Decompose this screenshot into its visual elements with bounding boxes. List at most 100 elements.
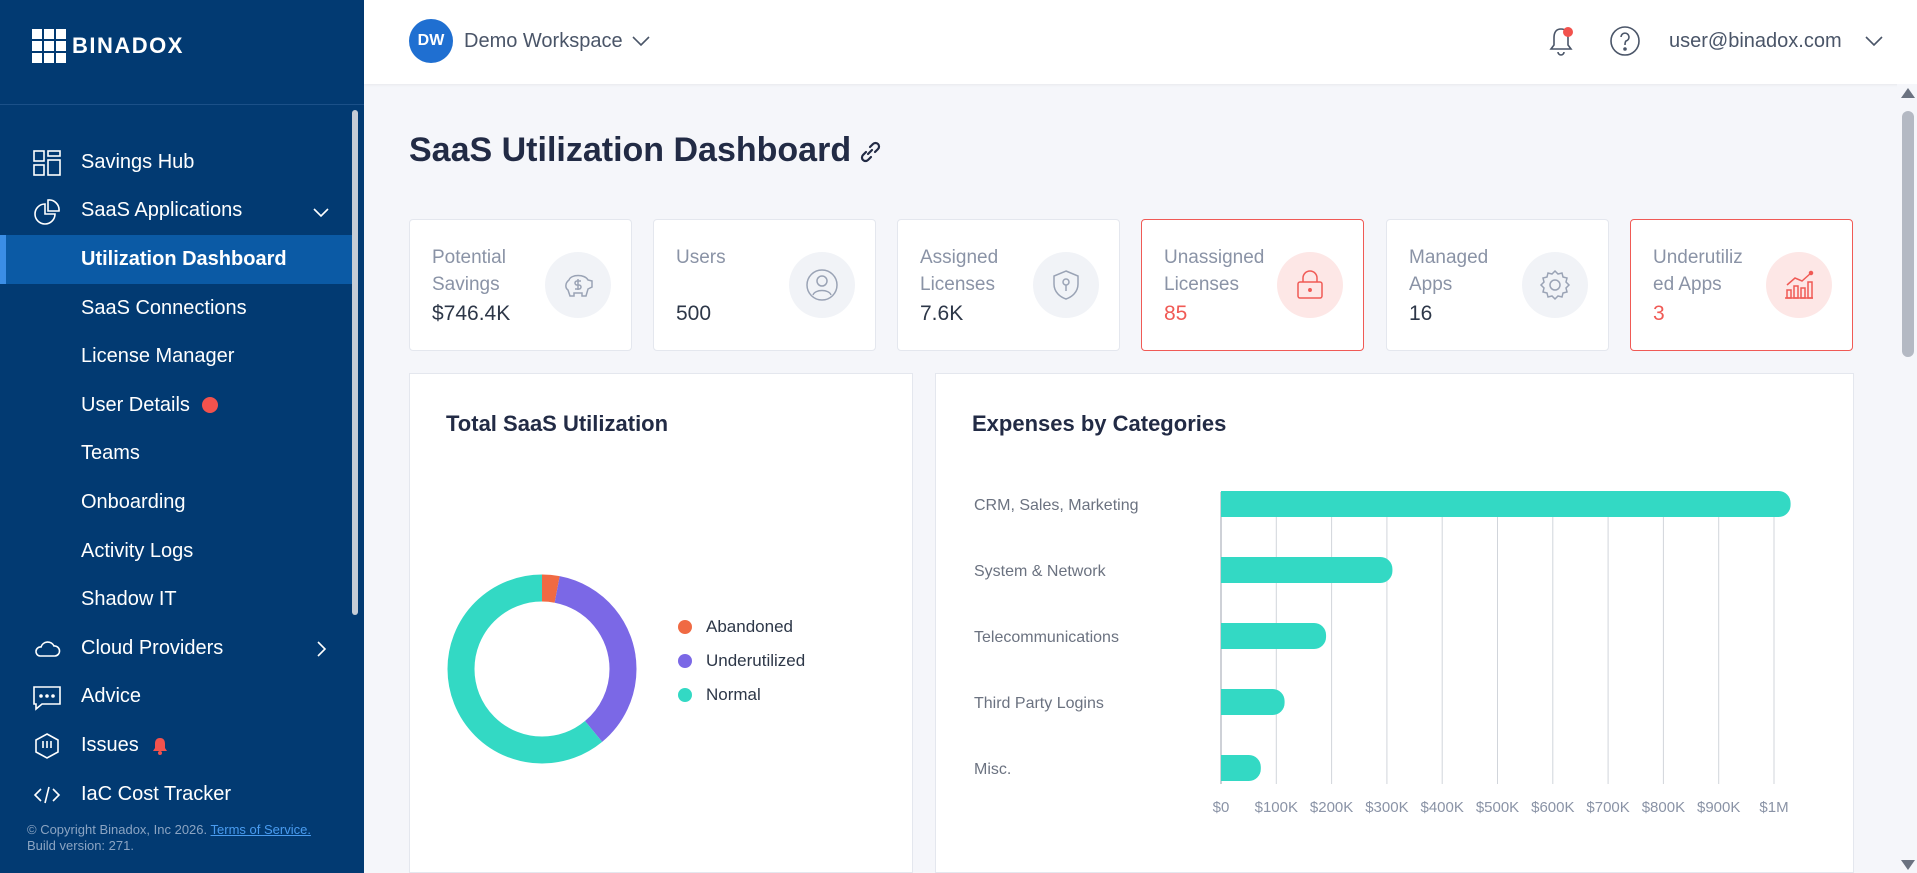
stat-title: Assigned Licenses xyxy=(920,247,999,295)
stat-card-managed-apps[interactable]: Managed Apps 16 xyxy=(1386,219,1609,351)
sidebar-item-label: Savings Hub xyxy=(81,150,195,173)
chevron-down-icon[interactable] xyxy=(312,203,330,221)
sidebar-scrollbar[interactable] xyxy=(352,110,358,615)
sidebar-item-issues[interactable]: Issues xyxy=(0,721,352,770)
x-tick-label: $700K xyxy=(1586,799,1629,816)
expense-bar-base xyxy=(1221,557,1233,583)
stat-icon-wrap xyxy=(545,252,611,318)
legend-label: Normal xyxy=(706,685,761,704)
gear-icon xyxy=(1539,269,1571,301)
stat-icon-wrap xyxy=(1277,252,1343,318)
user-email[interactable]: user@binadox.com xyxy=(1669,30,1842,52)
sidebar-item-saas-connections[interactable]: SaaS Connections xyxy=(0,284,352,333)
utilization-donut-chart xyxy=(447,574,637,764)
stat-icon-wrap xyxy=(1766,252,1832,318)
help-icon[interactable] xyxy=(1608,24,1642,58)
legend-item-normal[interactable]: Normal xyxy=(678,678,805,712)
sidebar-item-label: Issues xyxy=(81,733,139,756)
stat-title: Underutilized Apps xyxy=(1653,247,1743,295)
donut-slice-underutilized[interactable] xyxy=(447,574,637,764)
legend-label: Abandoned xyxy=(706,617,793,636)
stat-title: Managed Apps xyxy=(1409,247,1489,295)
expense-bar-base xyxy=(1221,491,1233,517)
sidebar-divider xyxy=(0,104,364,105)
x-tick-label: $900K xyxy=(1697,799,1740,816)
chevron-down-icon[interactable] xyxy=(1863,32,1885,50)
binadox-logo[interactable]: BINADOX xyxy=(32,28,184,64)
sidebar-item-saas-applications[interactable]: SaaS Applications xyxy=(0,187,352,236)
sidebar-item-advice[interactable]: Advice xyxy=(0,673,352,722)
sidebar-item-label-wrap: User Details xyxy=(81,394,218,417)
legend-dot xyxy=(678,688,692,702)
scroll-down-arrow[interactable] xyxy=(1901,860,1915,870)
legend-item-underutilized[interactable]: Underutilized xyxy=(678,644,805,678)
legend-dot xyxy=(678,654,692,668)
workspace-avatar[interactable]: DW xyxy=(409,19,453,63)
logo-grid-icon xyxy=(32,29,66,63)
sidebar-footer: © Copyright Binadox, Inc 2026. Terms of … xyxy=(27,822,311,854)
expense-bar[interactable] xyxy=(1221,491,1791,517)
card-title: Expenses by Categories xyxy=(972,411,1227,436)
build-version: Build version: 271. xyxy=(27,838,134,853)
stat-card-unassigned-licenses[interactable]: Unassigned Licenses 85 xyxy=(1141,219,1364,351)
logo-text: BINADOX xyxy=(72,33,184,58)
terms-of-service-link[interactable]: Terms of Service. xyxy=(210,822,311,837)
sidebar-item-utilization-dashboard[interactable]: Utilization Dashboard xyxy=(0,235,352,284)
lock-icon xyxy=(1297,270,1323,299)
expense-bar[interactable] xyxy=(1221,689,1285,715)
sidebar-item-label: Advice xyxy=(81,685,142,708)
x-tick-label: $200K xyxy=(1310,799,1353,816)
chat-icon xyxy=(33,685,61,711)
link-icon[interactable] xyxy=(857,139,883,165)
sidebar-item-onboarding[interactable]: Onboarding xyxy=(0,478,352,527)
copyright-text: © Copyright Binadox, Inc 2026. xyxy=(27,822,208,837)
sidebar-item-iac-cost-tracker[interactable]: IaC Cost Tracker xyxy=(0,770,352,819)
x-tick-label: $1M xyxy=(1759,799,1788,816)
category-label: Telecommunications xyxy=(974,629,1119,646)
stat-card-potential-savings[interactable]: Potential Savings $746.4K xyxy=(409,219,632,351)
legend-dot xyxy=(678,620,692,634)
sidebar-item-cloud-providers[interactable]: Cloud Providers xyxy=(0,624,352,673)
expense-bar-base xyxy=(1221,623,1233,649)
x-tick-label: $600K xyxy=(1531,799,1574,816)
chevron-right-icon[interactable] xyxy=(312,640,330,658)
stat-icon-wrap xyxy=(1033,252,1099,318)
sidebar-item-shadow-it[interactable]: Shadow IT xyxy=(0,575,352,624)
sidebar-item-label: SaaS Applications xyxy=(81,199,243,222)
stat-card-underutilized-apps[interactable]: Underutilized Apps 3 xyxy=(1630,219,1853,351)
sidebar-item-label: Activity Logs xyxy=(81,539,194,562)
sidebar-item-activity-logs[interactable]: Activity Logs xyxy=(0,527,352,576)
donut-slice-normal[interactable] xyxy=(447,574,637,764)
workspace-name[interactable]: Demo Workspace xyxy=(464,30,623,52)
scroll-up-arrow[interactable] xyxy=(1901,88,1915,98)
expenses-card: Expenses by Categories $0 $100K $200K $300K… xyxy=(935,373,1854,873)
stat-card-assigned-licenses[interactable]: Assigned Licenses 7.6K xyxy=(897,219,1120,351)
stat-icon-wrap xyxy=(1522,252,1588,318)
sidebar-item-savings-hub[interactable]: Savings Hub xyxy=(0,138,352,187)
x-tick-label: $800K xyxy=(1642,799,1685,816)
sidebar-item-label: Onboarding xyxy=(81,490,186,513)
sidebar-item-license-manager[interactable]: License Manager xyxy=(0,332,352,381)
sidebar-item-label: Shadow IT xyxy=(81,588,177,611)
x-tick-label: $500K xyxy=(1476,799,1519,816)
expense-bar[interactable] xyxy=(1221,557,1393,583)
stat-value: 16 xyxy=(1409,302,1433,325)
sidebar-item-teams[interactable]: Teams xyxy=(0,430,352,479)
stat-card-users[interactable]: Users 500 xyxy=(653,219,876,351)
chevron-down-icon[interactable] xyxy=(630,32,652,50)
expense-bar[interactable] xyxy=(1221,623,1327,649)
cloud-icon xyxy=(35,641,61,657)
legend-item-abandoned[interactable]: Abandoned xyxy=(678,610,805,644)
bell-icon[interactable] xyxy=(1546,24,1578,58)
pie-chart-icon xyxy=(34,198,60,225)
alert-shield-icon xyxy=(35,733,59,760)
utilization-card: Total SaaS Utilization Abandoned Underut… xyxy=(409,373,913,873)
sidebar-item-user-details[interactable]: User Details xyxy=(0,381,352,430)
x-tick-label: $0 xyxy=(1213,799,1230,816)
sidebar-item-label: User Details xyxy=(81,393,190,416)
topbar: DW Demo Workspace user@binadox.com xyxy=(364,0,1917,84)
sidebar-item-label: Utilization Dashboard xyxy=(81,247,287,270)
main-scrollbar-thumb[interactable] xyxy=(1902,111,1914,357)
sidebar-item-label: IaC Cost Tracker xyxy=(81,782,232,805)
stat-title: Users xyxy=(676,247,726,268)
